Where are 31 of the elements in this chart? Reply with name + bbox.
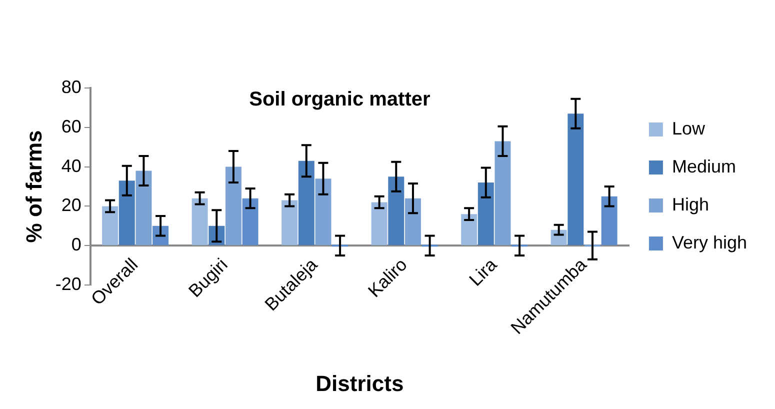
legend-label: Very high: [672, 232, 748, 252]
bar: [282, 200, 298, 246]
bar: [461, 214, 478, 246]
bar: [494, 141, 511, 246]
y-tick-label: 0: [71, 234, 82, 255]
bar: [298, 160, 314, 246]
bar: [315, 178, 332, 246]
legend-label: Medium: [672, 156, 736, 176]
legend-label: High: [672, 194, 709, 214]
bar: [192, 198, 208, 246]
bar: [225, 166, 242, 246]
bar: [601, 196, 618, 246]
y-tick-label: 40: [61, 156, 82, 176]
x-axis-title: Districts: [316, 371, 404, 396]
y-tick-label: 80: [61, 76, 82, 97]
bar: [102, 206, 118, 246]
bar: [371, 202, 388, 246]
y-tick-label: 60: [61, 116, 82, 136]
bar: [568, 114, 584, 246]
bar: [478, 182, 494, 246]
legend-label: Low: [672, 118, 706, 138]
chart-title: Soil organic matter: [249, 88, 430, 111]
bar: [242, 198, 258, 246]
x-tick-label: Lira: [465, 254, 502, 290]
y-tick-label: 20: [61, 195, 82, 216]
bar: [388, 176, 404, 246]
bar: [136, 170, 152, 246]
bar: [118, 180, 135, 246]
y-axis-title: % of farms: [21, 130, 46, 243]
y-tick-label: -20: [55, 274, 82, 294]
bar: [404, 198, 421, 246]
